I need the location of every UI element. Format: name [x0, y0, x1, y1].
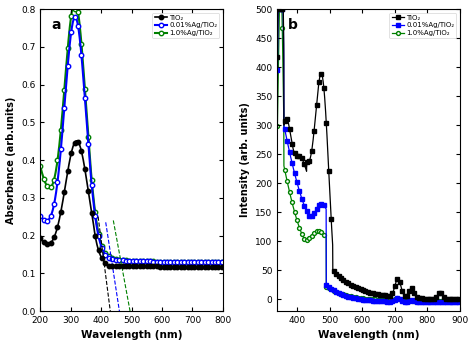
1.0%Ag/TiO₂ — [220, 260, 226, 264]
0.01%Ag/TiO₂ — [316, 203, 322, 208]
0.01%Ag/TiO₂ — [154, 260, 160, 264]
Legend: TiO₂, 0.01%Ag/TiO₂, 1.0%Ag/TiO₂: TiO₂, 0.01%Ag/TiO₂, 1.0%Ag/TiO₂ — [153, 12, 219, 38]
1.0%Ag/TiO₂ — [423, 299, 429, 303]
TiO₂ — [144, 264, 149, 268]
Line: TiO₂: TiO₂ — [275, 7, 462, 301]
1.0%Ag/TiO₂ — [284, 179, 290, 183]
Text: b: b — [288, 18, 298, 32]
1.0%Ag/TiO₂ — [277, 7, 283, 11]
TiO₂ — [284, 117, 290, 121]
1.0%Ag/TiO₂ — [457, 299, 463, 303]
0.01%Ag/TiO₂ — [148, 260, 154, 264]
TiO₂ — [148, 264, 154, 268]
0.01%Ag/TiO₂ — [144, 259, 149, 263]
1.0%Ag/TiO₂ — [144, 259, 149, 263]
0.01%Ag/TiO₂ — [278, 7, 284, 11]
1.0%Ag/TiO₂ — [176, 260, 182, 264]
0.01%Ag/TiO₂ — [334, 290, 339, 294]
0.01%Ag/TiO₂ — [423, 300, 429, 304]
Text: a: a — [51, 18, 61, 32]
TiO₂ — [220, 265, 226, 269]
0.01%Ag/TiO₂ — [72, 15, 78, 19]
0.01%Ag/TiO₂ — [374, 299, 379, 303]
Line: 1.0%Ag/TiO₂: 1.0%Ag/TiO₂ — [275, 7, 462, 303]
X-axis label: Wavelength (nm): Wavelength (nm) — [318, 330, 419, 340]
1.0%Ag/TiO₂ — [70, 7, 75, 11]
0.01%Ag/TiO₂ — [37, 213, 43, 218]
Y-axis label: Intensity (arb. units): Intensity (arb. units) — [240, 103, 250, 218]
0.01%Ag/TiO₂ — [220, 260, 226, 264]
1.0%Ag/TiO₂ — [278, 7, 284, 11]
TiO₂ — [274, 55, 280, 60]
1.0%Ag/TiO₂ — [374, 298, 379, 302]
1.0%Ag/TiO₂ — [274, 124, 280, 128]
TiO₂ — [457, 297, 463, 301]
Line: TiO₂: TiO₂ — [38, 139, 225, 269]
0.01%Ag/TiO₂ — [457, 300, 463, 304]
Y-axis label: Absorbance (arb.units): Absorbance (arb.units) — [6, 96, 16, 224]
TiO₂ — [37, 236, 43, 240]
1.0%Ag/TiO₂ — [154, 260, 160, 264]
0.01%Ag/TiO₂ — [176, 260, 182, 264]
1.0%Ag/TiO₂ — [49, 184, 55, 188]
1.0%Ag/TiO₂ — [334, 290, 339, 294]
0.01%Ag/TiO₂ — [275, 7, 281, 11]
1.0%Ag/TiO₂ — [316, 229, 322, 233]
Line: 0.01%Ag/TiO₂: 0.01%Ag/TiO₂ — [275, 7, 462, 304]
0.01%Ag/TiO₂ — [274, 68, 280, 72]
0.01%Ag/TiO₂ — [49, 212, 55, 216]
TiO₂ — [49, 240, 55, 244]
TiO₂ — [334, 272, 339, 276]
TiO₂ — [316, 81, 322, 85]
Legend: TiO₂, 0.01%Ag/TiO₂, 1.0%Ag/TiO₂: TiO₂, 0.01%Ag/TiO₂, 1.0%Ag/TiO₂ — [390, 12, 456, 38]
0.01%Ag/TiO₂ — [284, 138, 290, 143]
0.01%Ag/TiO₂ — [195, 260, 201, 264]
TiO₂ — [74, 139, 80, 143]
1.0%Ag/TiO₂ — [37, 164, 43, 169]
Line: 0.01%Ag/TiO₂: 0.01%Ag/TiO₂ — [38, 15, 225, 264]
TiO₂ — [275, 7, 281, 11]
Line: 1.0%Ag/TiO₂: 1.0%Ag/TiO₂ — [38, 7, 225, 264]
TiO₂ — [176, 265, 182, 269]
TiO₂ — [278, 7, 284, 11]
X-axis label: Wavelength (nm): Wavelength (nm) — [81, 330, 182, 340]
1.0%Ag/TiO₂ — [195, 260, 201, 264]
TiO₂ — [195, 265, 201, 269]
1.0%Ag/TiO₂ — [148, 260, 154, 264]
TiO₂ — [374, 292, 379, 296]
TiO₂ — [154, 264, 160, 268]
TiO₂ — [423, 297, 429, 301]
